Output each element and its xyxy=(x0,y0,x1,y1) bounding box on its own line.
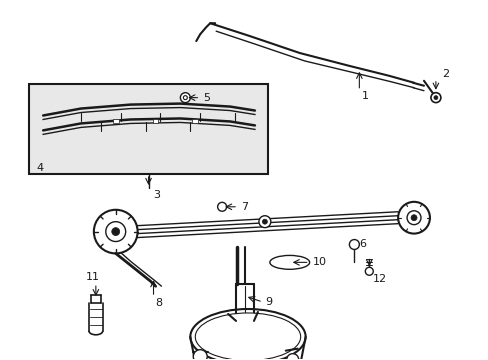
Circle shape xyxy=(365,267,372,275)
Circle shape xyxy=(262,219,267,224)
Ellipse shape xyxy=(190,309,305,360)
Circle shape xyxy=(180,93,190,103)
Bar xyxy=(152,120,158,123)
Circle shape xyxy=(397,202,429,234)
Bar xyxy=(192,120,198,123)
Circle shape xyxy=(183,96,187,100)
Ellipse shape xyxy=(195,313,300,360)
Text: 12: 12 xyxy=(372,274,386,284)
Circle shape xyxy=(349,239,359,249)
Circle shape xyxy=(112,228,120,235)
Text: 1: 1 xyxy=(362,91,368,101)
Text: 5: 5 xyxy=(203,93,210,103)
Bar xyxy=(113,120,119,123)
Text: 9: 9 xyxy=(264,297,271,307)
Text: 11: 11 xyxy=(86,272,100,282)
Text: 10: 10 xyxy=(312,257,326,267)
Bar xyxy=(29,84,267,174)
Ellipse shape xyxy=(269,255,309,269)
Circle shape xyxy=(105,222,125,242)
Text: 6: 6 xyxy=(359,239,366,249)
Circle shape xyxy=(430,93,440,103)
Text: 7: 7 xyxy=(241,202,247,212)
Circle shape xyxy=(406,211,420,225)
Circle shape xyxy=(433,96,437,100)
Text: 3: 3 xyxy=(153,190,160,200)
Text: 4: 4 xyxy=(36,163,43,173)
Circle shape xyxy=(258,216,270,228)
Circle shape xyxy=(286,354,298,360)
Text: 2: 2 xyxy=(441,69,448,79)
Circle shape xyxy=(193,350,207,360)
Circle shape xyxy=(410,215,416,221)
Text: 8: 8 xyxy=(155,298,163,308)
Circle shape xyxy=(217,202,226,211)
Circle shape xyxy=(94,210,137,253)
